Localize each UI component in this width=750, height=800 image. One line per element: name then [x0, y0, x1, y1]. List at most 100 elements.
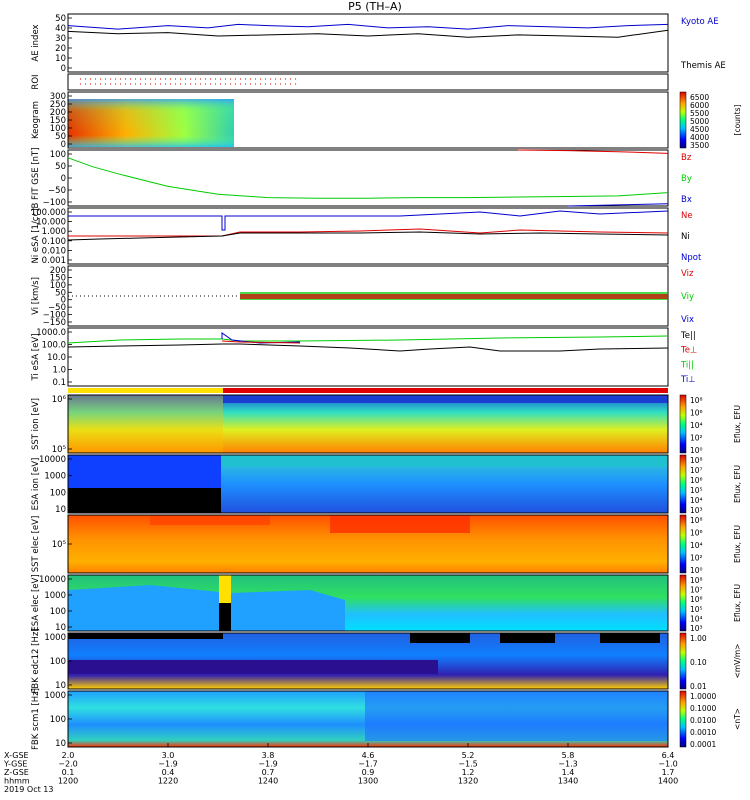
legend-ae-1: Themis AE	[680, 61, 726, 71]
colorbar-label: 0.10	[690, 658, 707, 667]
colorbar-label: 10⁴	[690, 614, 703, 623]
y-tick-label: 10	[55, 623, 66, 633]
figure-title: P5 (TH–A)	[348, 0, 402, 13]
x-tick-label-z: 0.7	[262, 768, 275, 777]
colorbar-label: 10⁴	[690, 496, 703, 505]
y-tick-label: 100	[50, 124, 66, 134]
y-tick-label: 10	[55, 681, 66, 691]
colorbar-label: 10⁰	[690, 566, 703, 575]
legend-bfield-2: Bx	[681, 195, 692, 205]
colorbar-label: 10⁰	[690, 446, 703, 455]
colorbar-unit: <nT>	[733, 708, 742, 730]
y-tick-label: 50	[55, 14, 66, 24]
series-line-bfield-3	[517, 149, 669, 154]
x-tick-label-hhmm: 1340	[558, 777, 578, 786]
x-tick-label-y: −2.0	[58, 760, 77, 769]
colorbar-strips	[679, 91, 687, 748]
panel-ylabel-esa_i: ESA ion [eV]	[31, 458, 41, 511]
colorbar-label: 10³	[690, 506, 703, 515]
y-tick-label: 1.000	[42, 227, 66, 237]
panel-ylabel-ae: AE index	[31, 24, 41, 61]
colorbar-label: 10⁸	[690, 396, 703, 405]
y-tick-label: 0	[61, 174, 66, 184]
y-tick-label: 10.0	[47, 353, 66, 363]
colorbar-label: 10⁴	[690, 421, 703, 430]
temperature-ti-par-line	[67, 335, 669, 344]
legend-velocity-1: Viy	[681, 292, 694, 302]
legend-temperature-3: Ti⊥	[680, 375, 696, 385]
colorbar-label: 10⁶	[690, 476, 703, 485]
y-tick-label: 1000	[44, 633, 66, 643]
x-tick-label-x: 3.0	[162, 751, 175, 760]
x-tick-label-z: 0.9	[362, 768, 375, 777]
x-tick-label-y: −1.7	[358, 760, 377, 769]
legend-temperature-1: Te⊥	[680, 346, 697, 356]
y-tick-label: 150	[50, 273, 66, 283]
colorbar-label: 10⁸	[690, 576, 703, 585]
y-tick-label: 0.100	[42, 237, 66, 247]
y-tick-label: 0.010	[42, 246, 66, 256]
y-tick-label: 100	[50, 281, 66, 291]
y-tick-label: 10	[55, 505, 66, 515]
y-tick-label: 0.001	[42, 256, 66, 266]
y-tick-label: 1.0	[52, 366, 66, 376]
fbk-efield-spectrogram	[68, 633, 668, 689]
colorbar-label: 0.01	[690, 682, 707, 691]
colorbar-label: 10⁷	[690, 466, 703, 475]
legend-density-0: Ne	[681, 211, 693, 221]
y-tick-label: 150	[50, 116, 66, 126]
y-tick-label: 100.0	[42, 341, 66, 351]
x-tick-label-x: 4.6	[362, 751, 375, 760]
colorbar-unit: Eflux, EFU	[733, 465, 742, 503]
colorbar-label: 10⁶	[690, 595, 703, 604]
density-npot-line	[68, 210, 669, 231]
density-ne-line	[68, 228, 669, 237]
keogram-image	[68, 99, 234, 147]
legend-ae-0: Kyoto AE	[681, 17, 719, 27]
temperature-plot	[67, 332, 669, 352]
x-tick-label-hhmm: 1320	[458, 777, 478, 786]
y-tick-label: 200	[50, 108, 66, 118]
x-row-label: hhmm	[4, 777, 30, 786]
y-tick-label: 10000	[39, 455, 66, 465]
y-tick-label: 10	[55, 739, 66, 749]
x-tick-label-hhmm: 1240	[258, 777, 278, 786]
colorbar-label: 10⁸	[690, 516, 703, 525]
quality-flag-bar	[68, 388, 668, 393]
y-tick-label: 10.000	[36, 218, 66, 228]
colorbar-label: 10³	[690, 624, 703, 633]
colorbar-unit: Eflux, EFU	[733, 405, 742, 443]
y-tick-label: 0	[61, 64, 66, 74]
temperature-te-perp-line	[221, 340, 301, 344]
panel-ylabel-esa_e: ESA elec [eV]	[31, 574, 41, 631]
panel-ylabel-bfield: B FIT GSE [nT]	[31, 147, 41, 208]
colorbar-label: 6000	[690, 101, 709, 110]
panel-ylabel-sst_i: SST ion [eV]	[31, 398, 41, 450]
colorbar-label: 10⁴	[690, 541, 703, 550]
velocity-noise-red	[240, 294, 668, 299]
legend-density-1: Ni	[681, 232, 690, 242]
y-tick-label: −100	[43, 198, 66, 208]
esa-ion-spectrogram	[68, 455, 668, 513]
y-tick-label: 200	[50, 266, 66, 276]
x-row-label: Y-GSE	[3, 760, 27, 769]
legend-bfield-0: Bz	[681, 153, 692, 163]
legend-velocity-0: Viz	[681, 269, 694, 279]
colorbar-label: 10⁸	[690, 456, 703, 465]
y-tick-label: −100	[43, 311, 66, 321]
x-tick-label-x: 3.8	[262, 751, 275, 760]
legend-velocity-2: Vix	[681, 315, 694, 325]
legend-temperature-2: Ti||	[680, 360, 694, 370]
x-row-label: Z-GSE	[4, 768, 29, 777]
y-tick-label: 40	[55, 24, 66, 34]
y-tick-label: 10⁵	[52, 445, 66, 455]
colorbar-label: 5000	[690, 117, 709, 126]
colorbar-label: 0.0100	[690, 716, 716, 725]
x-tick-label-hhmm: 1300	[358, 777, 378, 786]
y-tick-label: 100	[50, 150, 66, 160]
temperature-te-par-line	[67, 343, 669, 352]
panel-ylabel-velocity: Vi [km/s]	[31, 277, 41, 315]
colorbar-label: 3500	[690, 141, 709, 150]
velocity-plot	[68, 292, 668, 300]
